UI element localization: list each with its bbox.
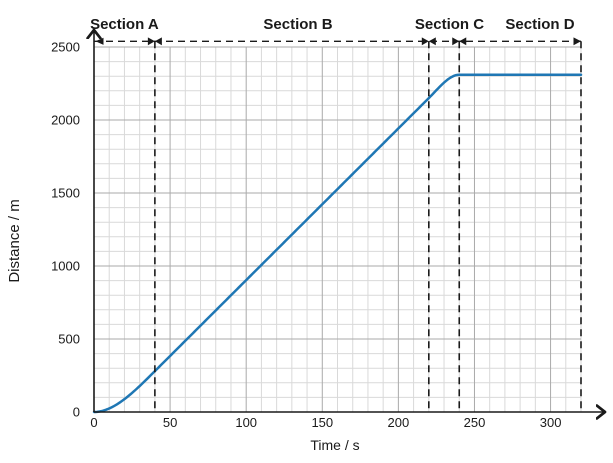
svg-text:Section A: Section A [90, 16, 159, 33]
svg-text:1000: 1000 [51, 259, 80, 274]
svg-text:Section C: Section C [415, 16, 484, 33]
svg-text:300: 300 [540, 415, 562, 430]
svg-text:2500: 2500 [51, 40, 80, 55]
svg-text:2000: 2000 [51, 113, 80, 128]
svg-text:0: 0 [90, 415, 97, 430]
svg-text:0: 0 [73, 405, 80, 420]
svg-text:1500: 1500 [51, 186, 80, 201]
svg-text:Section B: Section B [263, 16, 332, 33]
svg-text:Time / s: Time / s [310, 437, 359, 453]
svg-text:500: 500 [58, 332, 80, 347]
svg-text:Section D: Section D [505, 16, 574, 33]
svg-text:150: 150 [311, 415, 333, 430]
svg-text:200: 200 [388, 415, 410, 430]
svg-text:Distance / m: Distance / m [6, 199, 23, 282]
svg-text:100: 100 [235, 415, 257, 430]
svg-text:50: 50 [163, 415, 177, 430]
svg-text:250: 250 [464, 415, 486, 430]
